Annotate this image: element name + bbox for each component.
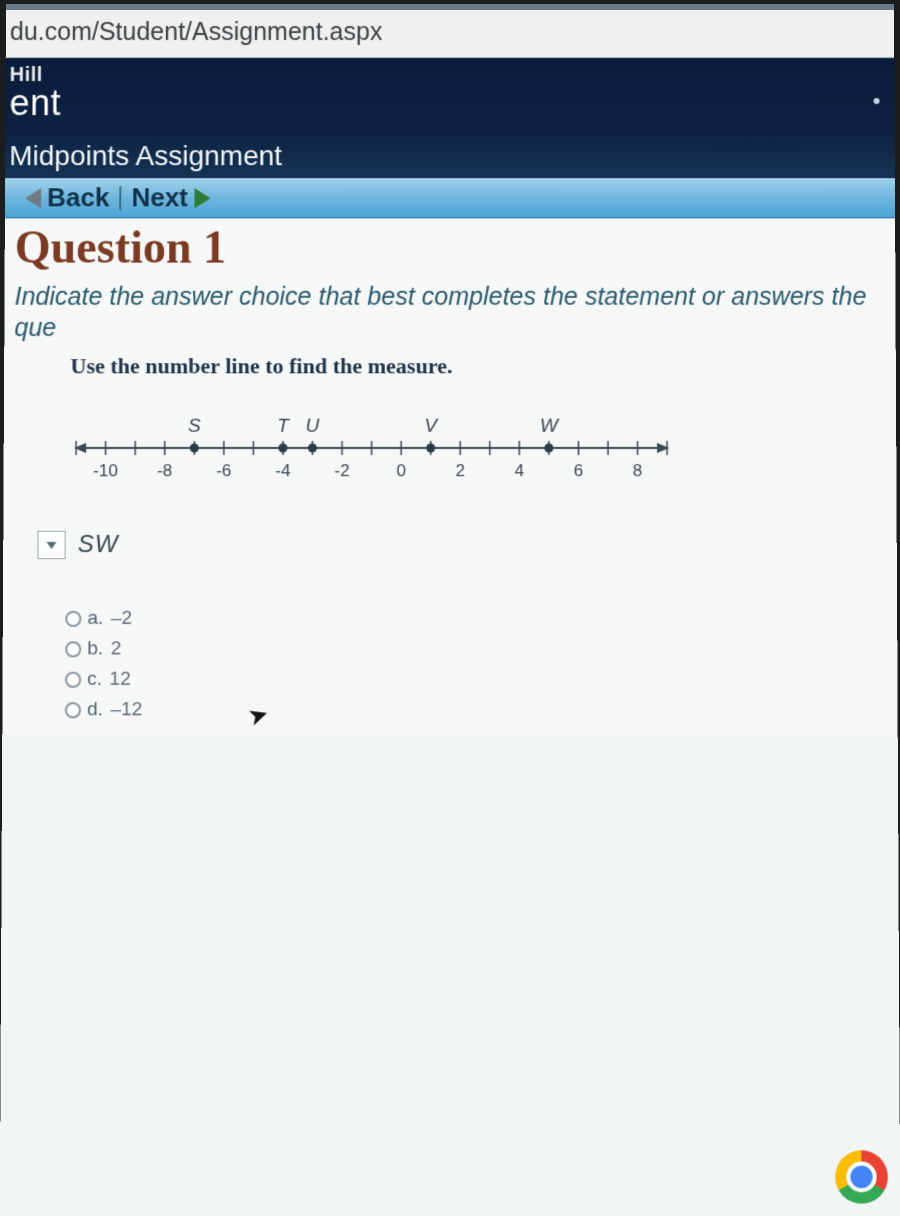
number-line-figure: -10 -8 -6 -4 -2 0 2 4 6 8 S TU V W [9, 389, 890, 504]
chrome-icon[interactable] [835, 1150, 888, 1203]
answer-choice[interactable]: c. 12 [65, 664, 892, 694]
answer-choice[interactable]: a. –2 [65, 603, 891, 633]
choice-text: –12 [105, 699, 142, 720]
radio-icon[interactable] [65, 641, 81, 657]
answer-choice[interactable]: b. 2 [65, 634, 891, 664]
question-title: Question 1 [11, 218, 890, 275]
svg-text:V: V [424, 415, 439, 436]
svg-text:-10: -10 [93, 461, 118, 480]
back-button[interactable]: Back [47, 182, 109, 213]
header-dot-icon: • [873, 88, 881, 114]
measure-label: SW [78, 530, 119, 558]
svg-text:T: T [277, 415, 290, 436]
next-button[interactable]: Next [131, 182, 188, 213]
browser-url-fragment: du.com/Student/Assignment.aspx [6, 10, 894, 58]
brand-top: Hill [10, 64, 887, 87]
svg-text:4: 4 [515, 461, 525, 480]
choice-letter: d. [87, 699, 103, 720]
question-instruction: Indicate the answer choice that best com… [10, 276, 889, 349]
radio-icon[interactable] [65, 610, 81, 626]
radio-icon[interactable] [65, 671, 81, 687]
back-arrow-icon[interactable] [25, 188, 41, 208]
next-arrow-icon[interactable] [194, 188, 210, 208]
choice-text: 2 [105, 638, 121, 659]
svg-text:-8: -8 [157, 461, 172, 480]
chevron-down-icon [45, 539, 57, 549]
choice-letter: c. [87, 668, 102, 689]
question-prompt: Use the number line to find the measure. [10, 349, 890, 389]
measure-dropdown[interactable] [37, 530, 65, 558]
svg-text:-4: -4 [275, 461, 290, 480]
radio-icon[interactable] [65, 702, 81, 718]
svg-text:6: 6 [574, 461, 584, 480]
assignment-header: Hill ent Midpoints Assignment • [5, 58, 895, 178]
svg-text:-6: -6 [216, 461, 231, 480]
choice-letter: b. [87, 638, 103, 659]
answer-choice[interactable]: d. –12 [65, 694, 892, 724]
choice-text: 12 [104, 668, 131, 689]
svg-text:-2: -2 [334, 461, 349, 480]
svg-text:S: S [188, 415, 201, 436]
brand-main: ent [9, 87, 886, 119]
choice-text: –2 [105, 607, 132, 628]
answer-choices: a. –2b. 2c. 12d. –12 [8, 567, 891, 725]
assignment-title: Midpoints Assignment [9, 140, 282, 172]
svg-text:W: W [540, 415, 560, 436]
svg-text:8: 8 [633, 461, 643, 480]
choice-letter: a. [87, 607, 103, 628]
nav-separator [119, 186, 121, 210]
number-line-svg: -10 -8 -6 -4 -2 0 2 4 6 8 S TU V W [60, 403, 683, 494]
svg-text:0: 0 [396, 461, 406, 480]
svg-text:U: U [306, 415, 320, 436]
question-content: Question 1 Indicate the answer choice th… [2, 218, 897, 735]
navigation-toolbar: Back Next [5, 178, 895, 218]
svg-text:2: 2 [456, 461, 466, 480]
